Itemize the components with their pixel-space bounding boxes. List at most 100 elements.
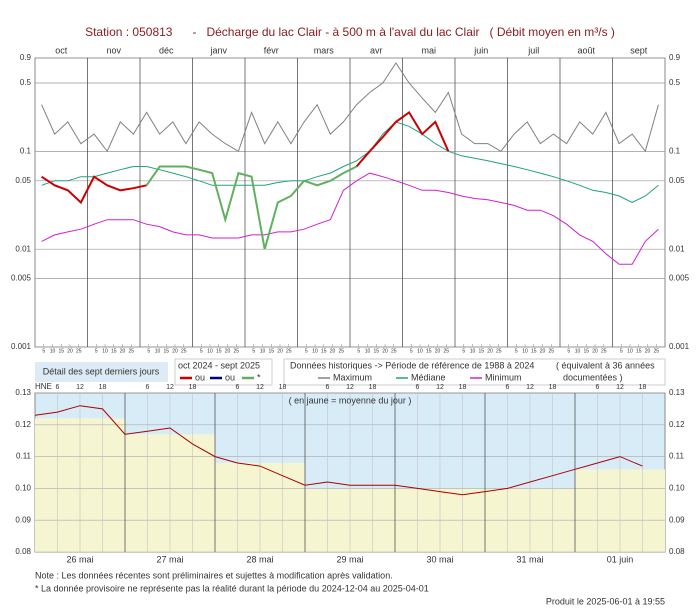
y-tick-label: 0.09 (669, 515, 685, 524)
minor-tick-label: 15 (426, 348, 432, 354)
minor-tick-label: 25 (338, 348, 344, 354)
minor-tick-label: 20 (382, 348, 388, 354)
legend-label: ou (225, 372, 235, 382)
minor-tick-label: 15 (58, 348, 64, 354)
minor-tick-label: 20 (277, 348, 283, 354)
minor-tick-label: 25 (496, 348, 502, 354)
hour-label: 12 (526, 384, 534, 391)
hour-label: 6 (596, 384, 600, 391)
hour-label: 6 (506, 384, 510, 391)
minor-tick-label: 15 (373, 348, 379, 354)
minor-tick-label: 5 (357, 348, 360, 354)
minor-tick-label: 25 (601, 348, 607, 354)
y-tick-label: 0.13 (669, 388, 685, 397)
y-tick-label: 0.10 (669, 484, 685, 493)
minor-tick-label: 10 (627, 348, 633, 354)
y-tick-label: 0.13 (15, 388, 31, 397)
minor-tick-label: 10 (470, 348, 476, 354)
series-line (145, 165, 358, 250)
minor-tick-label: 25 (128, 348, 134, 354)
minor-tick-label: 5 (200, 348, 203, 354)
minor-tick-label: 15 (583, 348, 589, 354)
history-note: documentées ) (563, 372, 623, 382)
series-line (34, 405, 643, 496)
legend-label: Maximum (333, 372, 372, 382)
x-tick-label: déc (159, 45, 174, 55)
hour-label: 12 (346, 384, 354, 391)
minor-tick-label: 10 (207, 348, 213, 354)
legend-box (174, 358, 273, 386)
series-line (41, 121, 659, 204)
minor-tick-label: 5 (147, 348, 150, 354)
minor-tick-label: 25 (233, 348, 239, 354)
x-tick-label: sept (630, 45, 648, 55)
x-tick-label: 30 mai (426, 554, 453, 564)
hour-label: 6 (416, 384, 420, 391)
x-tick-label: 31 mai (516, 554, 543, 564)
minor-tick-label: 10 (417, 348, 423, 354)
series-line (41, 172, 659, 265)
minor-tick-label: 15 (163, 348, 169, 354)
y-tick-label: 0.5 (20, 78, 32, 87)
top-label: HNE (35, 382, 52, 391)
series-line (41, 62, 659, 153)
y-tick-label: 0.09 (15, 515, 31, 524)
note: Note : Les données récentes sont prélimi… (35, 570, 393, 580)
y-tick-label: 0.12 (15, 420, 31, 429)
minor-tick-label: 20 (435, 348, 441, 354)
series-line (41, 110, 450, 205)
hour-label: 12 (256, 384, 264, 391)
minor-tick-label: 20 (67, 348, 73, 354)
y-tick-label: 0.005 (669, 274, 690, 283)
legend-label: * (257, 372, 261, 382)
note: * La donnée provisoire ne représente pas… (35, 583, 429, 593)
produced: Produit le 2025-06-01 à 19:55 (546, 596, 665, 606)
history-note: ( équivalent à 36 années (556, 360, 655, 370)
x-tick-label: août (577, 45, 595, 55)
x-tick-label: nov (106, 45, 121, 55)
y-tick-label: 0.001 (11, 342, 32, 351)
hour-label: 18 (279, 384, 287, 391)
annotation: ( en jaune = moyenne du jour ) (289, 395, 412, 405)
y-tick-label: 0.9 (20, 53, 32, 62)
y-tick-label: 0.01 (669, 244, 685, 253)
minor-tick-label: 10 (575, 348, 581, 354)
hour-label: 6 (326, 384, 330, 391)
minor-tick-label: 5 (95, 348, 98, 354)
x-tick-label: oct (55, 45, 68, 55)
y-tick-label: 0.11 (16, 452, 32, 461)
y-tick-label: 0.10 (15, 484, 31, 493)
minor-tick-label: 15 (268, 348, 274, 354)
y-tick-label: 0.11 (669, 452, 685, 461)
hour-label: 18 (369, 384, 377, 391)
x-tick-label: juil (527, 45, 539, 55)
y-tick-label: 0.08 (15, 547, 31, 556)
minor-tick-label: 25 (76, 348, 82, 354)
minor-tick-label: 10 (50, 348, 56, 354)
hour-label: 12 (76, 384, 84, 391)
hour-label: 12 (616, 384, 624, 391)
minor-tick-label: 25 (653, 348, 659, 354)
minor-tick-label: 20 (330, 348, 336, 354)
detail-box (35, 362, 168, 382)
hour-label: 12 (166, 384, 174, 391)
legend-box (283, 358, 666, 386)
x-tick-label: janv (209, 45, 227, 55)
minor-tick-label: 10 (102, 348, 108, 354)
y-tick-label: 0.05 (15, 176, 31, 185)
minor-tick-label: 10 (155, 348, 161, 354)
minor-tick-label: 20 (120, 348, 126, 354)
legend-title: oct 2024 - sept 2025 (178, 360, 260, 370)
minor-tick-label: 20 (487, 348, 493, 354)
minor-tick-label: 10 (260, 348, 266, 354)
x-tick-label: avr (370, 45, 383, 55)
legend-label: Médiane (411, 372, 446, 382)
detail-label: Détail des sept derniers jours (43, 366, 160, 376)
hour-label: 6 (146, 384, 150, 391)
hour-label: 6 (236, 384, 240, 391)
minor-tick-label: 5 (252, 348, 255, 354)
y-tick-label: 0.005 (11, 274, 32, 283)
hour-label: 12 (436, 384, 444, 391)
x-tick-label: mai (421, 45, 436, 55)
minor-tick-label: 25 (443, 348, 449, 354)
